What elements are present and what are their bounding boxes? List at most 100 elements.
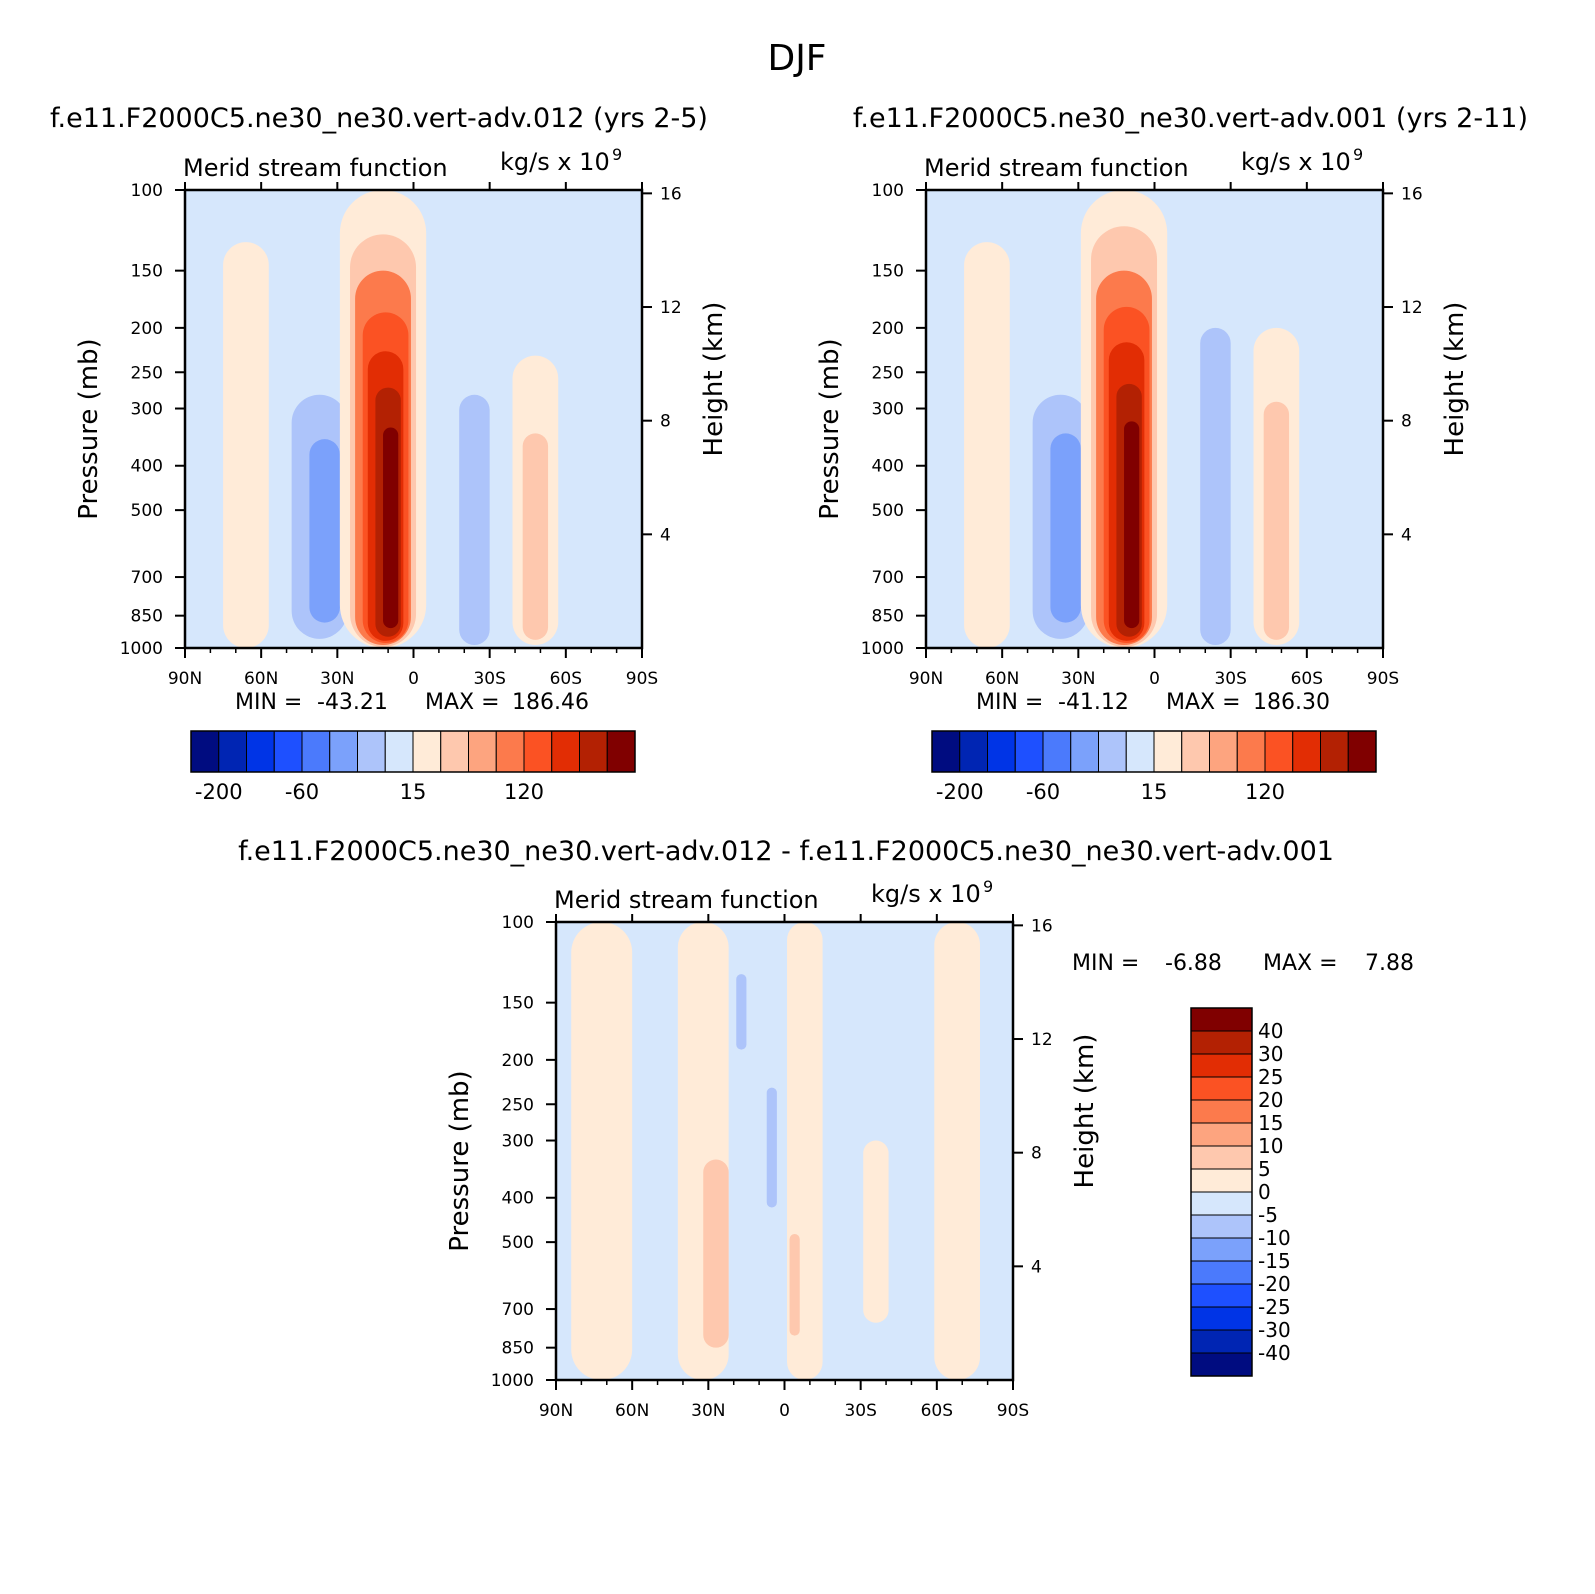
colorbar-label: 30	[1258, 1042, 1283, 1066]
colorbar-box	[1190, 1030, 1253, 1055]
x-tick-label: 30S	[473, 669, 505, 689]
y-tick-label: 850	[131, 607, 163, 627]
contour-fills	[223, 190, 559, 648]
contour-band-4	[309, 439, 340, 623]
x-tick-label: 0	[408, 669, 419, 689]
x-tick-label: 60S	[921, 1401, 953, 1421]
right-title: kg/s x 10	[871, 880, 981, 908]
colorbar-frame	[931, 730, 1377, 773]
right-title-exponent: 9	[983, 877, 993, 896]
colorbar-box	[1070, 730, 1099, 773]
colorbar-box	[1042, 730, 1072, 773]
y-right-tick-label: 4	[1031, 1257, 1042, 1277]
case-title: f.e11.F2000C5.ne30_ne30.vert-adv.012 (yr…	[50, 103, 708, 134]
x-tick-label: 60N	[244, 669, 278, 689]
colorbar-box	[1181, 730, 1210, 773]
contour-band-11	[1124, 421, 1140, 629]
colorbar-box	[1190, 1329, 1253, 1354]
y-tick-label: 200	[872, 319, 904, 339]
y-tick-label: 400	[502, 1189, 534, 1209]
colorbar-box	[551, 730, 580, 773]
y-tick-label: 200	[131, 319, 163, 339]
colorbar-frame	[190, 730, 636, 773]
x-tick-label: 30N	[1061, 669, 1095, 689]
panels: 90N 60N 30N 0 30S 60S 90S100150200250300400500…	[50, 103, 1528, 1421]
case-title: f.e11.F2000C5.ne30_ne30.vert-adv.001 (yr…	[853, 103, 1528, 134]
colorbar-box	[301, 730, 331, 773]
y-right-tick-label: 16	[1031, 916, 1053, 936]
contour-band-8	[863, 1140, 889, 1323]
min-value: -43.21	[317, 690, 388, 715]
colorbar-box	[1190, 1237, 1253, 1262]
y-right-axis-label: Height (km)	[699, 302, 729, 457]
x-tick-label: 90N	[168, 669, 202, 689]
colorbar-box	[1190, 1168, 1253, 1193]
colorbar-box	[1347, 730, 1377, 773]
colorbar-label: 20	[1258, 1088, 1283, 1112]
contour-band-9	[934, 922, 980, 1380]
y-right-tick-label: 8	[660, 412, 671, 432]
colorbar-label: -15	[1258, 1249, 1291, 1273]
contour-band-7	[789, 1234, 800, 1336]
y-tick-label: 250	[131, 363, 163, 383]
left-title: Merid stream function	[183, 154, 448, 182]
panel-3: 90N 60N 30N 0 30S 60S 90S100150200250300400500…	[238, 836, 1414, 1421]
y-tick-label: 1000	[861, 639, 904, 659]
colorbar-box	[440, 730, 469, 773]
colorbar-label: -40	[1258, 1341, 1291, 1365]
colorbar-label: 120	[504, 780, 544, 804]
y-tick-label: 1000	[491, 1371, 534, 1391]
colorbar-box	[384, 730, 414, 773]
panel-2: 90N 60N 30N 0 30S 60S 90S 100 150 200 250 300 400 500…	[815, 103, 1528, 804]
y-tick-label: 250	[502, 1095, 534, 1115]
right-title-exponent: 9	[612, 145, 622, 164]
y-tick-label: 850	[872, 607, 904, 627]
colorbar-box	[495, 730, 525, 773]
colorbar-box	[1190, 1352, 1253, 1377]
x-tick-label: 90S	[997, 1401, 1029, 1421]
colorbar-box	[1292, 730, 1321, 773]
colorbar-box	[931, 730, 961, 773]
contour-band-4	[1050, 433, 1081, 623]
y-right-axis-label: Height (km)	[1440, 302, 1470, 457]
colorbar-box	[1190, 1122, 1253, 1147]
colorbar-label: 15	[400, 780, 427, 804]
right-title: kg/s x 10	[1241, 148, 1351, 176]
y-right-tick-label: 16	[1401, 184, 1423, 204]
contour-fills	[571, 922, 980, 1380]
y-axis-label: Pressure (mb)	[74, 338, 104, 519]
min-value: -6.88	[1165, 951, 1222, 976]
contour-band-1	[964, 242, 1010, 648]
colorbar-box	[1190, 1283, 1253, 1308]
colorbar-box	[1190, 1099, 1253, 1124]
colorbar-label: 15	[1258, 1111, 1283, 1135]
x-tick-label: 30N	[320, 669, 354, 689]
contour-band-13	[459, 394, 490, 645]
y-tick-label: 300	[872, 400, 904, 420]
x-tick-label: 60S	[550, 669, 582, 689]
colorbar-label: -60	[1026, 780, 1060, 804]
colorbar-box	[1190, 1214, 1253, 1239]
y-tick-label: 400	[872, 457, 904, 477]
y-axis-label: Pressure (mb)	[445, 1070, 475, 1251]
colorbar-label: -200	[195, 780, 243, 804]
x-tick-label: 90N	[539, 1401, 573, 1421]
colorbar-box	[1014, 730, 1044, 773]
colorbar-label: 25	[1258, 1065, 1283, 1089]
y-right-tick-label: 4	[660, 525, 671, 545]
y-right-tick-label: 16	[660, 184, 682, 204]
y-tick-label: 100	[502, 913, 534, 933]
y-tick-label: 150	[502, 994, 534, 1014]
colorbar-box	[246, 730, 275, 773]
colorbar-box	[218, 730, 247, 773]
y-tick-label: 400	[131, 457, 163, 477]
colorbar-label: -25	[1258, 1295, 1291, 1319]
colorbar-label: 15	[1141, 780, 1168, 804]
colorbar-box	[468, 730, 497, 773]
y-right-tick-label: 8	[1401, 412, 1412, 432]
x-tick-label: 30N	[691, 1401, 725, 1421]
colorbar-box	[273, 730, 303, 773]
colorbar-box	[523, 730, 553, 773]
colorbar-box	[1190, 1007, 1253, 1032]
